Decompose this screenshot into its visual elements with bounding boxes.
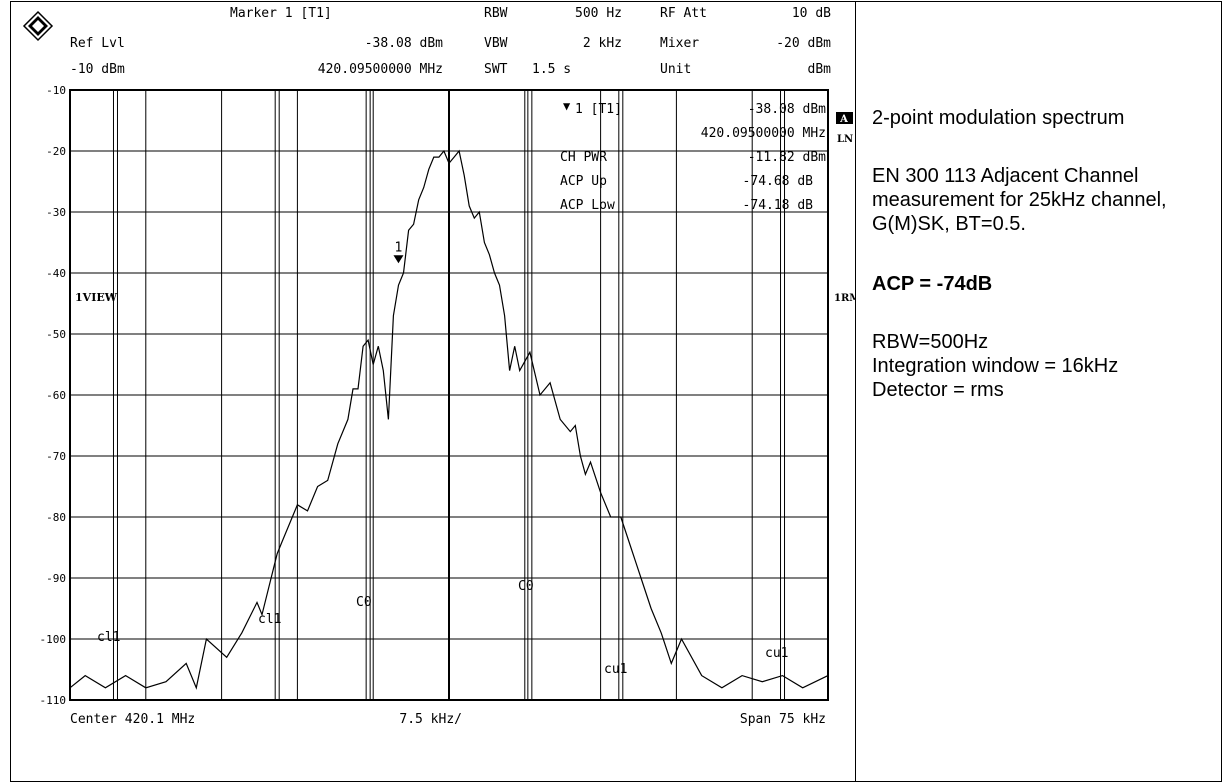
marker-level-header: -38.08 dBm <box>365 36 443 51</box>
y-tick-label: -30 <box>46 206 66 219</box>
vbw-value: 2 kHz <box>583 36 622 51</box>
badge-a: A <box>836 112 853 125</box>
unit-value: dBm <box>808 62 832 77</box>
acp-low-value: -74.18 dB <box>743 198 814 213</box>
y-tick-label: -40 <box>46 267 66 280</box>
notes-detector: Detector = rms <box>872 379 1004 401</box>
footer-span: Span 75 kHz <box>740 712 826 727</box>
mixer-label: Mixer <box>660 36 699 51</box>
rbw-value: 500 Hz <box>575 6 622 21</box>
marker-number: 1 <box>394 240 402 255</box>
notes-panel: 2-point modulation spectrum EN 300 113 A… <box>872 106 1212 402</box>
badge-1view: 1VIEW <box>75 291 118 304</box>
marker-box-level: -38.08 dBm <box>748 102 826 117</box>
notes-acp: ACP = -74dB <box>872 273 993 295</box>
unit-label: Unit <box>660 62 691 77</box>
y-tick-label: -100 <box>40 633 67 646</box>
svg-text:A: A <box>839 114 848 125</box>
channel-lines <box>112 90 786 700</box>
acp-low-label: ACP Low <box>560 198 615 213</box>
y-tick-label: -20 <box>46 145 66 158</box>
y-tick-label: -10 <box>46 84 66 97</box>
y-tick-label: -80 <box>46 511 66 524</box>
spectrum-chart: Marker 1 [T1] Ref Lvl -10 dBm -38.08 dBm… <box>22 6 856 727</box>
swt-label: SWT <box>484 62 508 77</box>
y-tick-label: -90 <box>46 572 66 585</box>
notes-title: 2-point modulation spectrum <box>872 107 1125 129</box>
footer-div: 7.5 kHz/ <box>399 712 462 727</box>
notes-window: Integration window = 16kHz <box>872 355 1119 377</box>
marker-tri-icon: ▼ <box>563 99 571 113</box>
y-tick-label: -110 <box>40 694 67 707</box>
ref-lvl-label: Ref Lvl <box>70 36 125 51</box>
notes-description: EN 300 113 Adjacent Channel measurement … <box>872 165 1173 235</box>
rs-logo-icon <box>22 10 54 42</box>
c0-right-label: C0 <box>518 579 534 594</box>
ref-lvl-value: -10 dBm <box>70 62 125 77</box>
cl1-label-a: cl1 <box>97 630 120 645</box>
badge-1rm: 1RM <box>834 293 856 304</box>
notes-rbw: RBW=500Hz <box>872 331 989 353</box>
ch-pwr-value: -11.82 dBm <box>748 150 826 165</box>
screen-frame <box>10 1 1222 782</box>
marker-freq-header: 420.09500000 MHz <box>318 62 443 77</box>
acp-up-label: ACP Up <box>560 174 607 189</box>
cu1-label-b: cu1 <box>765 646 788 661</box>
acp-up-value: -74.68 dB <box>743 174 814 189</box>
ch-pwr-label: CH PWR <box>560 150 607 165</box>
c0-left-label: C0 <box>356 595 372 610</box>
rfatt-value: 10 dB <box>792 6 831 21</box>
cl1-label-b: cl1 <box>258 612 281 627</box>
y-tick-label: -50 <box>46 328 66 341</box>
spectrum-trace <box>69 149 829 690</box>
y-tick-labels: -10 -20 -30 -40 -50 -60 -70 -80 -90 -100 -110 <box>40 84 67 707</box>
swt-value: 1.5 s <box>532 62 571 77</box>
grid-lines <box>70 90 828 700</box>
marker-info-box: ▼ 1 [T1] -38.08 dBm 420.09500000 MHz CH … <box>560 99 826 213</box>
vbw-label: VBW <box>484 36 508 51</box>
panel-divider <box>855 1 856 782</box>
badge-ln: LN <box>837 134 853 145</box>
marker-box-title: 1 [T1] <box>575 102 622 117</box>
rbw-label: RBW <box>484 6 508 21</box>
marker-1: 1 <box>393 240 404 264</box>
y-tick-label: -70 <box>46 450 66 463</box>
mixer-value: -20 dBm <box>776 36 831 51</box>
cu1-label-a: cu1 <box>604 662 627 677</box>
marker-box-freq: 420.09500000 MHz <box>701 126 826 141</box>
y-tick-label: -60 <box>46 389 66 402</box>
rfatt-label: RF Att <box>660 6 707 21</box>
marker-header-label: Marker 1 [T1] <box>230 6 332 21</box>
footer-center: Center 420.1 MHz <box>70 712 195 727</box>
